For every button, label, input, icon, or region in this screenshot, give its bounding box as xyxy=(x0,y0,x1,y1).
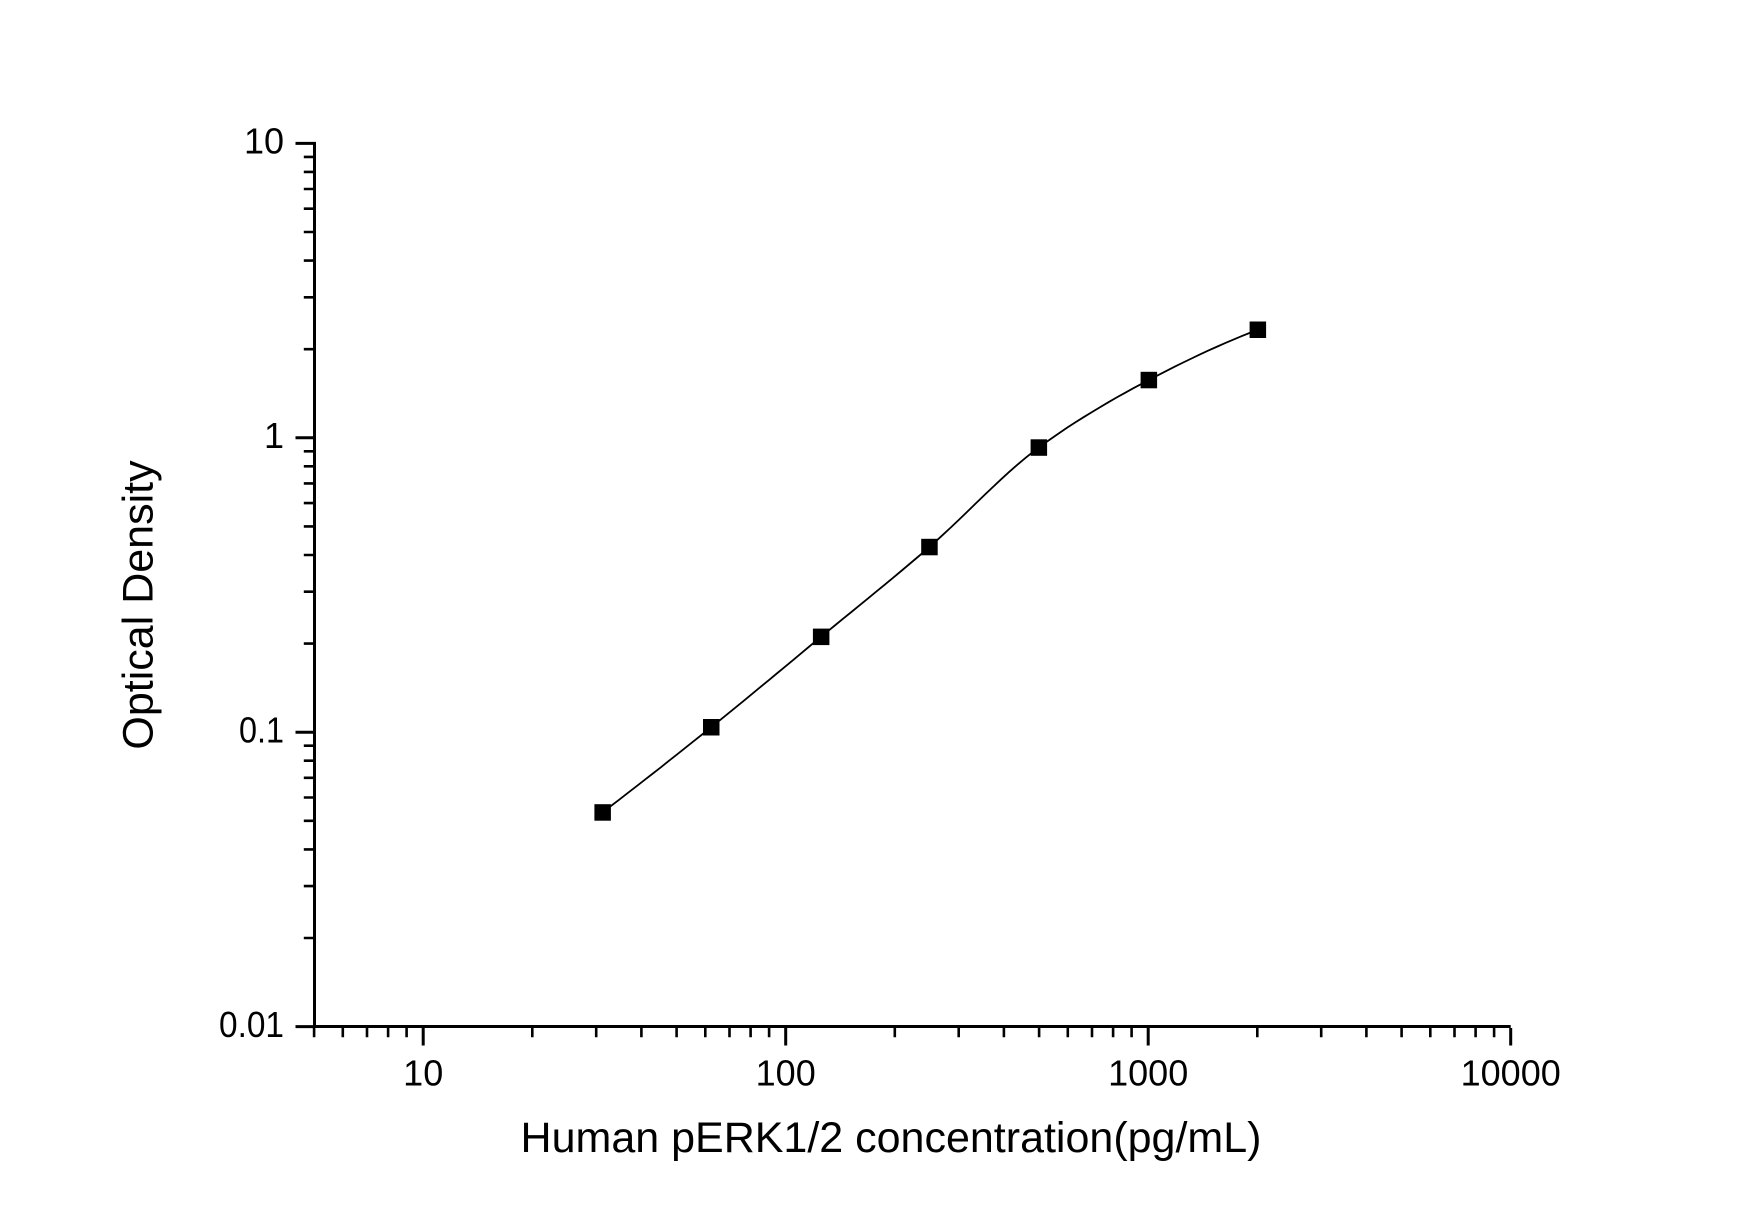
svg-text:10000: 10000 xyxy=(1461,1053,1561,1094)
svg-text:1000: 1000 xyxy=(1108,1053,1188,1094)
svg-text:1: 1 xyxy=(264,415,284,456)
svg-text:0.01: 0.01 xyxy=(219,1004,284,1045)
svg-text:100: 100 xyxy=(756,1053,816,1094)
svg-text:10: 10 xyxy=(403,1053,443,1094)
svg-text:10: 10 xyxy=(244,121,284,162)
svg-text:Optical Density: Optical Density xyxy=(115,460,163,750)
svg-text:Human pERK1/2 concentration(pg: Human pERK1/2 concentration(pg/mL) xyxy=(521,1114,1262,1162)
svg-text:0.1: 0.1 xyxy=(239,709,284,750)
